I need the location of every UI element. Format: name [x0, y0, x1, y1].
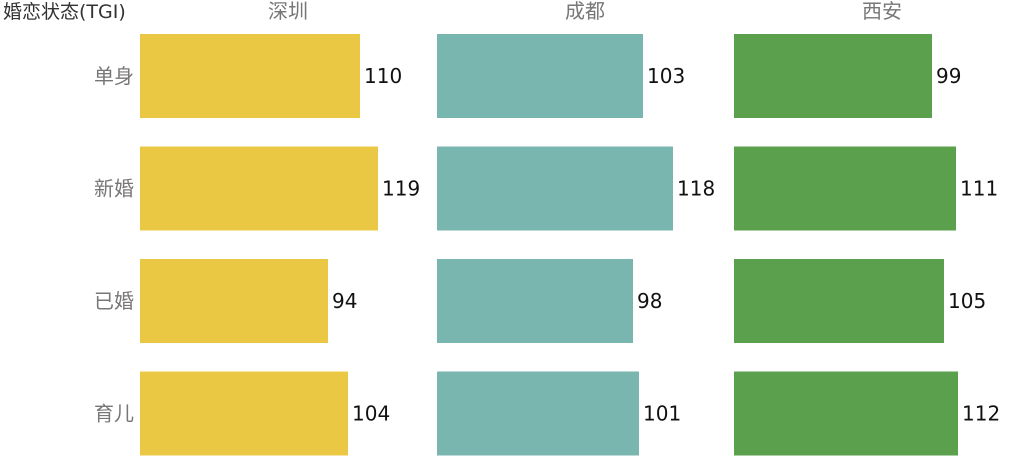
bar-value-label: 119	[382, 177, 420, 201]
bar-value-label: 110	[364, 64, 402, 88]
bar	[734, 146, 956, 231]
bar-value-label: 105	[948, 289, 986, 313]
series-title: 深圳	[268, 0, 308, 23]
bar-value-label: 98	[637, 289, 662, 313]
bar-value-label: 99	[936, 64, 961, 88]
bar	[437, 371, 639, 456]
bar-value-label: 101	[643, 402, 681, 426]
bar-value-label: 103	[647, 64, 685, 88]
series-title: 成都	[565, 0, 605, 23]
category-label: 育儿	[94, 402, 134, 426]
bar-value-label: 104	[352, 402, 390, 426]
series-panel: 深圳 110 119 94 104	[140, 0, 420, 456]
category-label: 新婚	[94, 177, 134, 201]
bar-value-label: 112	[962, 402, 1000, 426]
bar	[734, 34, 932, 118]
bar-value-label: 118	[677, 177, 715, 201]
bar	[437, 146, 673, 231]
chart-panels: 深圳 110 119 94 104 成都 103 118 98 101 西安 99 111 105 112	[140, 0, 1000, 456]
bar-value-label: 94	[332, 289, 357, 313]
bar	[140, 146, 378, 231]
series-title: 西安	[862, 0, 902, 23]
bar	[140, 371, 348, 456]
bar	[140, 259, 328, 343]
series-panel: 成都 103 118 98 101	[437, 0, 715, 456]
y-axis-title: 婚恋状态(TGI)	[3, 1, 126, 23]
bar	[437, 259, 633, 343]
category-label: 已婚	[94, 289, 134, 313]
bar	[437, 34, 643, 118]
bar	[734, 371, 958, 456]
bar-value-label: 111	[960, 177, 998, 201]
bar	[734, 259, 944, 343]
bar	[140, 34, 360, 118]
category-label: 单身	[94, 64, 134, 88]
series-panel: 西安 99 111 105 112	[734, 0, 1000, 456]
